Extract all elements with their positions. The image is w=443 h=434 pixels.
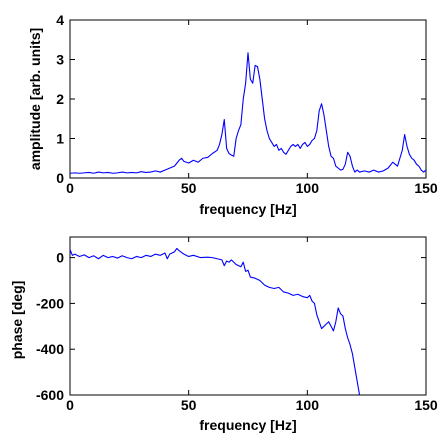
phase-y-tick-label: -400 xyxy=(36,341,64,357)
phase-y-axis-label: phase [deg] xyxy=(9,281,25,360)
phase-x-tick-label: 50 xyxy=(181,397,197,413)
amplitude-y-tick-label: 4 xyxy=(56,12,64,28)
amplitude-x-ticks: 0 50 100 150 xyxy=(66,20,438,196)
phase-x-tick-label: 100 xyxy=(296,397,320,413)
amplitude-series-line xyxy=(69,52,427,174)
phase-plot-frame xyxy=(69,236,427,396)
amplitude-panel: 0 50 100 150 0 1 2 3 4 frequency [Hz] amplitude… xyxy=(27,12,438,217)
amplitude-x-axis-label: frequency [Hz] xyxy=(199,201,296,217)
amplitude-y-tick-label: 1 xyxy=(56,131,64,147)
amplitude-y-tick-label: 2 xyxy=(56,91,64,107)
phase-x-tick-label: 0 xyxy=(66,397,74,413)
amplitude-y-tick-label: 3 xyxy=(56,52,64,68)
phase-x-tick-label: 150 xyxy=(414,397,438,413)
phase-panel: 0 50 100 150 0 -200 -400 -600 frequency [Hz] p… xyxy=(9,236,438,433)
phase-y-tick-label: -600 xyxy=(36,387,64,403)
amplitude-x-tick-label: 100 xyxy=(296,180,320,196)
amplitude-x-tick-label: 50 xyxy=(181,180,197,196)
amplitude-y-ticks: 0 1 2 3 4 xyxy=(56,12,426,186)
phase-y-tick-label: 0 xyxy=(56,250,64,266)
phase-y-tick-label: -200 xyxy=(36,295,64,311)
amplitude-plot-frame xyxy=(69,19,427,179)
phase-x-ticks: 0 50 100 150 xyxy=(66,237,438,413)
amplitude-x-tick-label: 150 xyxy=(414,180,438,196)
phase-series-line xyxy=(69,247,361,396)
amplitude-x-tick-label: 0 xyxy=(66,180,74,196)
phase-x-axis-label: frequency [Hz] xyxy=(199,417,296,433)
phase-y-ticks: 0 -200 -400 -600 xyxy=(36,250,426,403)
amplitude-y-axis-label: amplitude [arb. units] xyxy=(27,28,43,170)
amplitude-y-tick-label: 0 xyxy=(56,170,64,186)
